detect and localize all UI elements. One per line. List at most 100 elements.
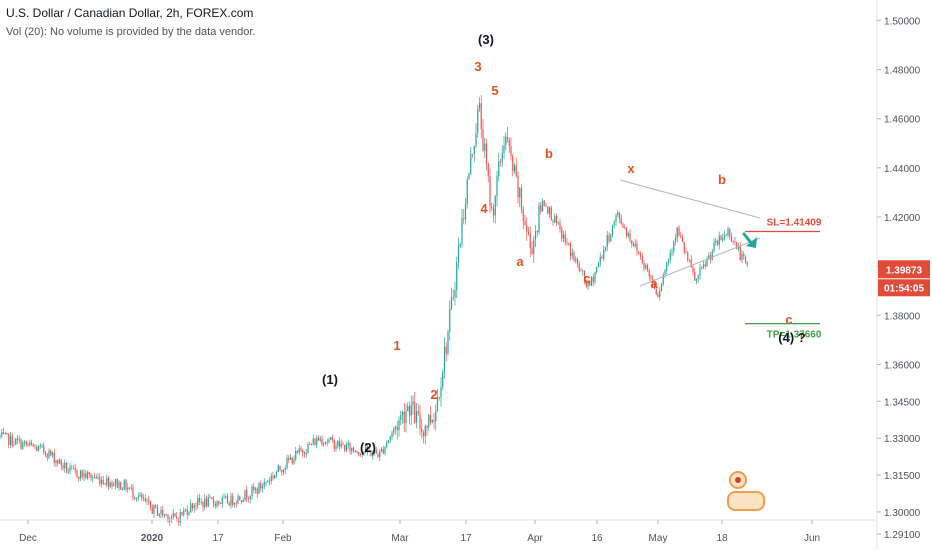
candle xyxy=(149,500,152,511)
candle-body xyxy=(155,504,157,507)
candle-body xyxy=(74,468,76,471)
candle-body xyxy=(674,238,677,242)
candle xyxy=(78,476,80,482)
candle xyxy=(660,282,663,292)
candle-body xyxy=(36,446,38,451)
candle xyxy=(9,431,12,449)
candle-body xyxy=(335,446,337,449)
candle-body xyxy=(172,513,174,518)
candle-body xyxy=(552,220,554,223)
candle xyxy=(585,279,587,289)
candle xyxy=(141,492,143,501)
candle-body xyxy=(391,432,393,437)
candle xyxy=(538,202,540,235)
candle-body xyxy=(431,420,433,423)
wave-label: (1) xyxy=(322,372,338,387)
candle xyxy=(515,157,517,178)
candle xyxy=(485,138,488,171)
candle-body xyxy=(156,506,159,516)
candle-body xyxy=(256,488,258,494)
candle xyxy=(534,225,537,248)
candle-body xyxy=(184,509,187,511)
candle-body xyxy=(286,458,288,469)
candle-body xyxy=(471,153,474,155)
candle xyxy=(734,237,736,246)
candle-body xyxy=(482,129,484,151)
candle xyxy=(487,161,489,183)
candle xyxy=(300,445,302,453)
candle xyxy=(386,440,388,449)
wave-label: c xyxy=(785,312,792,327)
candle xyxy=(64,459,66,473)
wave-label: (4) ? xyxy=(778,330,806,345)
candle-body xyxy=(114,479,117,485)
candle xyxy=(130,484,132,491)
candle-body xyxy=(107,477,110,487)
candle-body xyxy=(344,444,346,451)
candle xyxy=(48,448,50,460)
candle-body xyxy=(676,227,678,239)
candle-body xyxy=(30,442,33,445)
candle xyxy=(426,424,428,436)
candle xyxy=(284,465,286,475)
candle-body xyxy=(468,173,470,180)
candle xyxy=(415,402,418,429)
candle xyxy=(338,436,341,451)
candle-body xyxy=(470,153,472,174)
candle xyxy=(380,446,383,453)
candle xyxy=(557,220,559,226)
candle-body xyxy=(293,459,295,464)
candle-body xyxy=(2,432,5,434)
candle xyxy=(659,287,661,301)
event-markers xyxy=(727,471,765,511)
candle xyxy=(648,268,650,281)
candle-body xyxy=(118,482,120,488)
candle-body xyxy=(659,290,661,298)
candle xyxy=(167,514,169,523)
candle-body xyxy=(295,450,297,460)
candle-body xyxy=(254,488,257,490)
candle xyxy=(356,450,358,454)
candle xyxy=(354,449,356,453)
candle-body xyxy=(347,443,349,445)
candle xyxy=(319,436,321,443)
candle-body xyxy=(499,161,502,163)
candle xyxy=(564,230,566,246)
candle xyxy=(688,259,691,263)
candle xyxy=(258,481,260,495)
candle xyxy=(27,442,29,447)
candle-body xyxy=(561,228,563,239)
candle xyxy=(314,437,316,446)
candle xyxy=(389,435,391,443)
candle-body xyxy=(580,270,582,272)
wave-label: x xyxy=(627,161,635,176)
candle xyxy=(606,230,608,252)
candle-body xyxy=(571,252,573,256)
candle xyxy=(680,231,682,238)
candle xyxy=(53,448,55,467)
candle-body xyxy=(16,438,19,441)
candle xyxy=(526,217,528,241)
candle-body xyxy=(673,241,675,252)
candle xyxy=(646,263,649,273)
candle xyxy=(92,474,94,483)
candle xyxy=(291,457,293,466)
candle-body xyxy=(0,435,1,437)
candle xyxy=(51,451,54,458)
candle-body xyxy=(450,297,453,309)
candle xyxy=(142,493,145,502)
candle-body xyxy=(135,498,138,500)
candle-body xyxy=(520,187,523,210)
candle-body xyxy=(398,419,400,431)
candle xyxy=(393,426,395,437)
candle-body xyxy=(314,438,316,446)
candle-body xyxy=(8,433,10,445)
candle-body xyxy=(149,500,152,508)
candle xyxy=(286,454,288,470)
candle-body xyxy=(669,252,671,261)
candle-body xyxy=(174,513,176,517)
candle-body xyxy=(62,465,64,469)
candle-body xyxy=(181,512,183,515)
candle xyxy=(547,206,549,215)
